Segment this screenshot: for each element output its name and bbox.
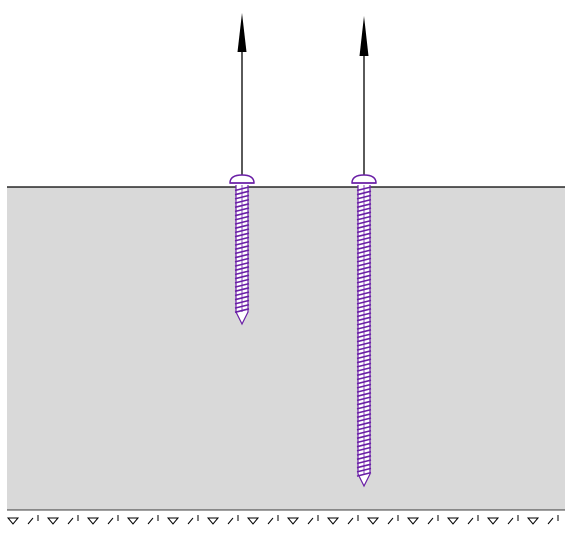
pull-out-force-arrow-long — [359, 16, 369, 178]
concrete-block — [7, 187, 565, 510]
screw-head — [351, 174, 377, 184]
ground-hatch — [6, 515, 559, 525]
short-screw-anchor — [229, 174, 255, 326]
screw-threads — [234, 186, 250, 314]
screw-threads — [356, 186, 372, 477]
pull-out-force-arrow-short — [237, 13, 247, 178]
screw-head — [229, 174, 255, 184]
long-screw-anchor — [351, 174, 377, 488]
